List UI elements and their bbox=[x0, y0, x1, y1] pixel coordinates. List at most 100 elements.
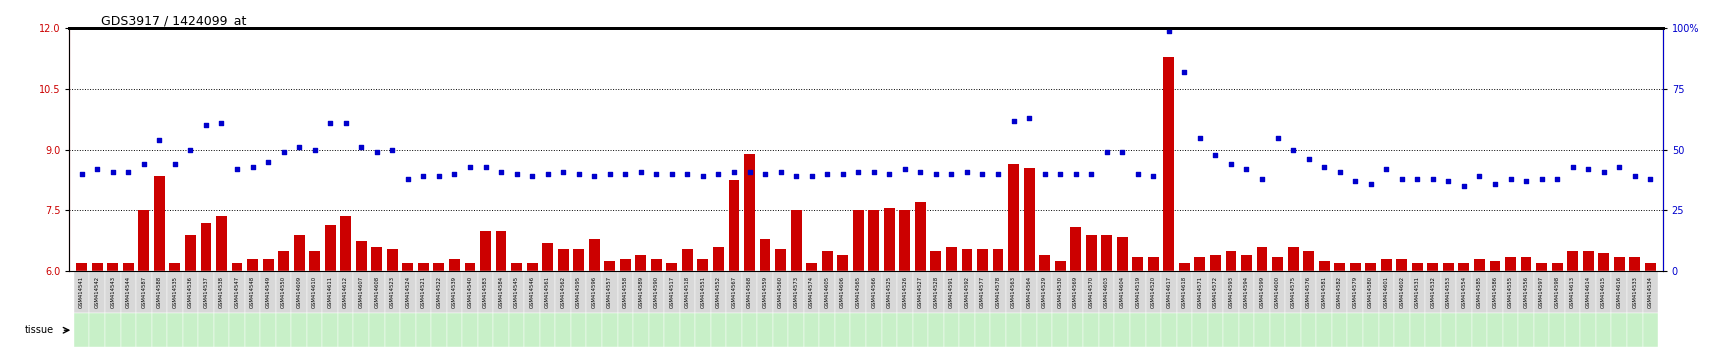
FancyBboxPatch shape bbox=[618, 313, 632, 347]
Point bbox=[1171, 69, 1199, 75]
FancyBboxPatch shape bbox=[928, 313, 944, 347]
FancyBboxPatch shape bbox=[338, 313, 353, 347]
Bar bbox=[1164, 57, 1174, 271]
FancyBboxPatch shape bbox=[353, 313, 369, 347]
FancyBboxPatch shape bbox=[244, 271, 260, 313]
FancyBboxPatch shape bbox=[1410, 313, 1425, 347]
Point bbox=[1093, 149, 1121, 155]
FancyBboxPatch shape bbox=[695, 271, 710, 313]
Bar bbox=[1552, 263, 1562, 271]
FancyBboxPatch shape bbox=[1394, 271, 1410, 313]
Text: GSM414595: GSM414595 bbox=[577, 276, 582, 308]
FancyBboxPatch shape bbox=[1379, 271, 1394, 313]
Point bbox=[1062, 171, 1089, 177]
FancyBboxPatch shape bbox=[416, 271, 431, 313]
Point bbox=[721, 169, 748, 175]
Point bbox=[1046, 171, 1074, 177]
FancyBboxPatch shape bbox=[197, 313, 213, 347]
Text: GSM414542: GSM414542 bbox=[95, 276, 100, 308]
FancyBboxPatch shape bbox=[1254, 271, 1270, 313]
FancyBboxPatch shape bbox=[1488, 313, 1503, 347]
Point bbox=[1356, 181, 1384, 187]
Point bbox=[379, 147, 407, 153]
Point bbox=[984, 171, 1011, 177]
FancyBboxPatch shape bbox=[121, 271, 137, 313]
FancyBboxPatch shape bbox=[1285, 313, 1301, 347]
Bar bbox=[1583, 251, 1593, 271]
FancyBboxPatch shape bbox=[1022, 271, 1037, 313]
Text: GSM414582: GSM414582 bbox=[1337, 276, 1342, 308]
Text: GSM414521: GSM414521 bbox=[421, 276, 426, 308]
FancyBboxPatch shape bbox=[275, 313, 291, 347]
Point bbox=[83, 166, 111, 172]
FancyBboxPatch shape bbox=[1347, 271, 1363, 313]
Bar bbox=[992, 249, 1003, 271]
Point bbox=[845, 169, 873, 175]
FancyBboxPatch shape bbox=[1503, 271, 1519, 313]
Text: GSM414614: GSM414614 bbox=[1587, 276, 1590, 308]
Text: GSM414524: GSM414524 bbox=[405, 276, 410, 308]
Point bbox=[859, 169, 887, 175]
Point bbox=[1481, 181, 1509, 187]
Bar bbox=[1365, 263, 1377, 271]
Text: GSM414594: GSM414594 bbox=[1244, 276, 1249, 308]
FancyBboxPatch shape bbox=[1394, 313, 1410, 347]
Text: GSM414525: GSM414525 bbox=[887, 276, 892, 308]
Text: GSM414528: GSM414528 bbox=[934, 276, 939, 308]
FancyBboxPatch shape bbox=[819, 271, 835, 313]
FancyBboxPatch shape bbox=[1100, 313, 1114, 347]
Bar bbox=[123, 263, 133, 271]
FancyBboxPatch shape bbox=[679, 313, 695, 347]
Text: GSM414608: GSM414608 bbox=[374, 276, 379, 308]
FancyBboxPatch shape bbox=[1207, 313, 1223, 347]
Bar bbox=[201, 223, 211, 271]
FancyBboxPatch shape bbox=[291, 271, 307, 313]
FancyBboxPatch shape bbox=[260, 313, 275, 347]
Point bbox=[348, 144, 376, 150]
Bar bbox=[1490, 261, 1500, 271]
Point bbox=[658, 171, 686, 177]
Text: GSM414607: GSM414607 bbox=[359, 276, 364, 308]
FancyBboxPatch shape bbox=[1642, 271, 1658, 313]
Bar bbox=[1412, 263, 1422, 271]
FancyBboxPatch shape bbox=[772, 313, 788, 347]
FancyBboxPatch shape bbox=[478, 271, 494, 313]
Bar bbox=[1458, 263, 1469, 271]
Point bbox=[580, 173, 608, 179]
Point bbox=[999, 118, 1027, 124]
FancyBboxPatch shape bbox=[1069, 313, 1084, 347]
FancyBboxPatch shape bbox=[991, 271, 1006, 313]
Point bbox=[1311, 164, 1339, 170]
Bar bbox=[1302, 251, 1315, 271]
FancyBboxPatch shape bbox=[166, 271, 182, 313]
FancyBboxPatch shape bbox=[1129, 271, 1145, 313]
Bar bbox=[1567, 251, 1578, 271]
Point bbox=[643, 171, 670, 177]
Point bbox=[549, 169, 577, 175]
Bar bbox=[495, 230, 506, 271]
FancyBboxPatch shape bbox=[850, 313, 866, 347]
Point bbox=[456, 164, 483, 170]
Point bbox=[145, 137, 173, 143]
Text: GSM414572: GSM414572 bbox=[1212, 276, 1218, 308]
Text: GSM414517: GSM414517 bbox=[669, 276, 674, 308]
FancyBboxPatch shape bbox=[679, 271, 695, 313]
FancyBboxPatch shape bbox=[1084, 313, 1100, 347]
Bar bbox=[1024, 168, 1034, 271]
FancyBboxPatch shape bbox=[229, 313, 244, 347]
Point bbox=[1559, 164, 1587, 170]
Text: GSM414561: GSM414561 bbox=[546, 276, 551, 308]
Text: GSM414569: GSM414569 bbox=[1074, 276, 1077, 308]
Bar bbox=[1039, 255, 1050, 271]
FancyBboxPatch shape bbox=[1084, 271, 1100, 313]
FancyBboxPatch shape bbox=[882, 313, 897, 347]
Text: GSM414615: GSM414615 bbox=[1600, 276, 1606, 308]
Bar bbox=[620, 259, 630, 271]
FancyBboxPatch shape bbox=[322, 271, 338, 313]
Text: GSM414518: GSM414518 bbox=[684, 276, 689, 308]
Text: GSM414555: GSM414555 bbox=[1509, 276, 1514, 308]
Text: GSM414613: GSM414613 bbox=[1571, 276, 1574, 308]
Bar bbox=[216, 216, 227, 271]
Bar bbox=[326, 224, 336, 271]
FancyBboxPatch shape bbox=[400, 271, 416, 313]
